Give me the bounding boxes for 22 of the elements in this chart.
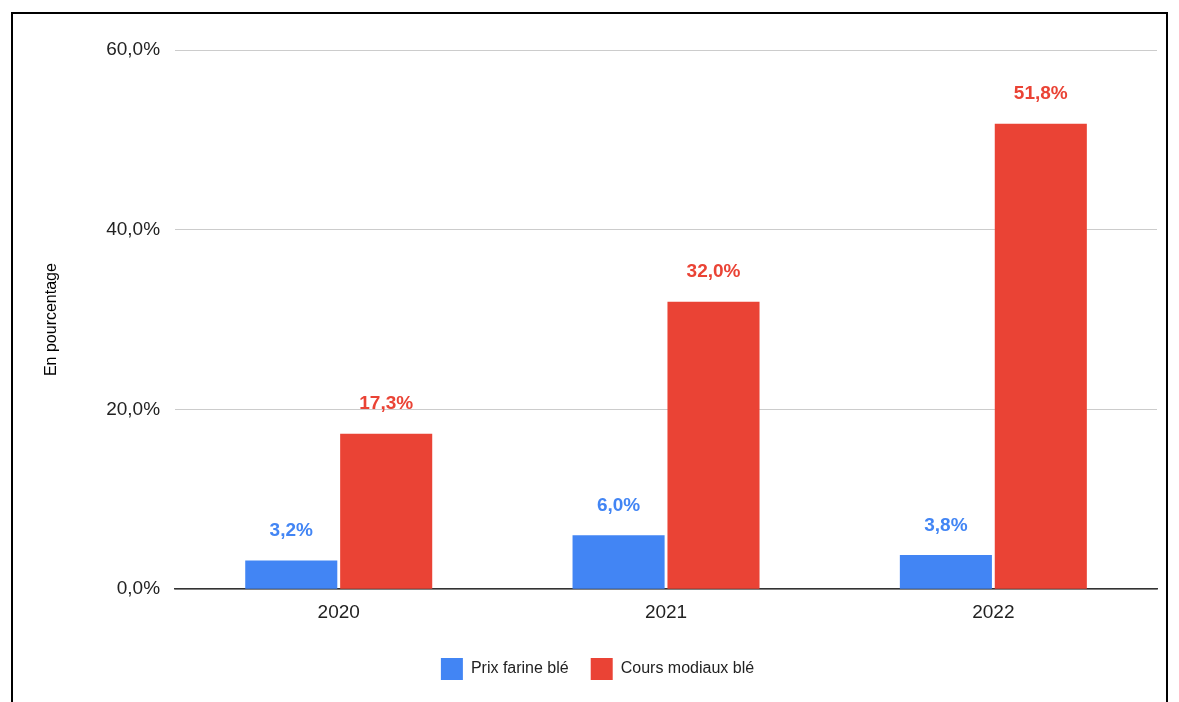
legend-label: Cours modiaux blé	[620, 659, 755, 677]
data-label: 32,0%	[686, 260, 741, 282]
y-tick-label: 60,0%	[106, 38, 161, 60]
y-tick-label: 40,0%	[106, 217, 161, 239]
bar	[245, 560, 338, 589]
legend-label: Prix farine blé	[470, 659, 569, 677]
data-label: 3,2%	[269, 519, 314, 541]
x-tick-label: 2021	[644, 600, 688, 622]
bar	[572, 535, 665, 589]
data-label: 3,8%	[924, 513, 968, 535]
x-tick-label: 2020	[317, 600, 360, 622]
y-tick-label: 0,0%	[116, 577, 161, 599]
y-axis-title: En pourcentage	[42, 263, 60, 377]
data-label: 17,3%	[359, 392, 414, 414]
bar	[340, 433, 433, 589]
data-label: 6,0%	[596, 494, 641, 516]
y-tick-label: 20,0%	[106, 397, 161, 419]
bar	[994, 123, 1087, 589]
bar	[667, 301, 760, 589]
bar	[899, 555, 992, 589]
x-tick-label: 2022	[972, 600, 1015, 622]
data-label: 51,8%	[1013, 82, 1068, 104]
